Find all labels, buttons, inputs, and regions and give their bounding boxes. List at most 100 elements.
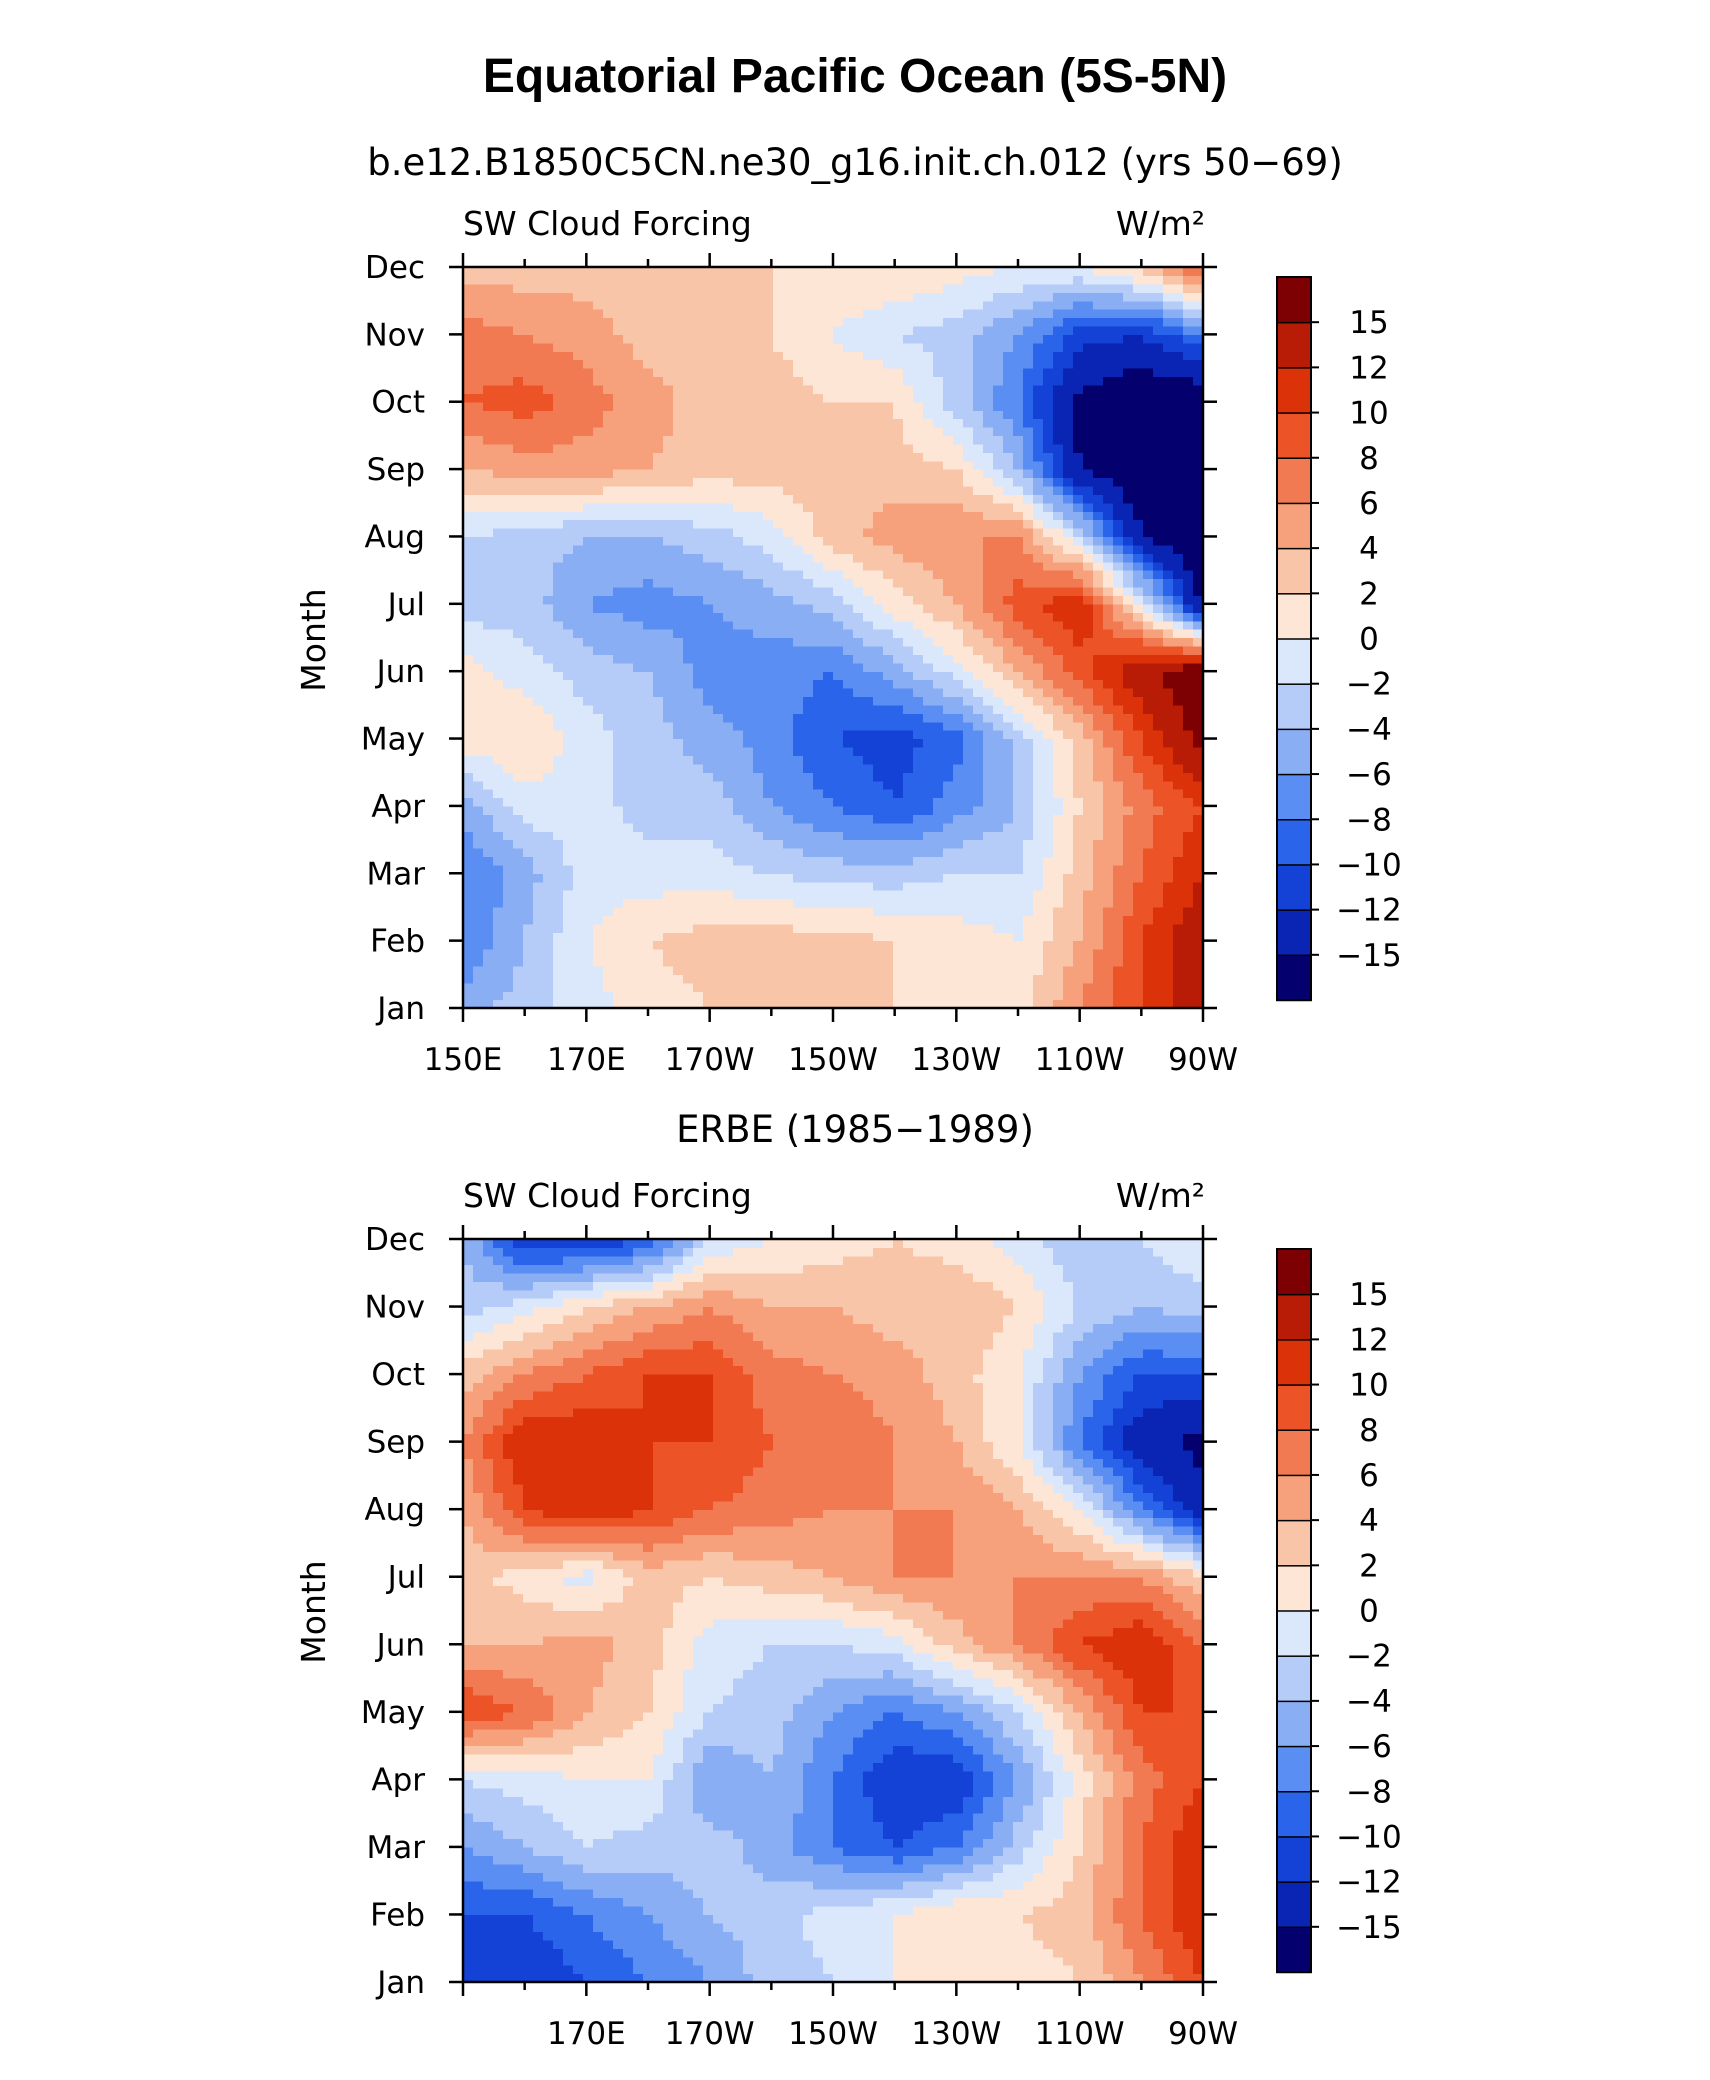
contour-cell: [1043, 974, 1054, 984]
contour-cell: [843, 452, 854, 462]
contour-cell: [713, 805, 724, 815]
contour-cell: [773, 452, 784, 462]
contour-cell: [833, 603, 844, 613]
contour-cell: [873, 696, 884, 706]
contour-cell: [483, 780, 494, 790]
contour-cell: [913, 898, 924, 908]
contour-cell: [973, 620, 984, 630]
contour-cell: [1173, 704, 1184, 714]
contour-cell: [903, 578, 914, 588]
contour-cell: [823, 957, 834, 967]
contour-cell: [1093, 662, 1104, 672]
contour-cell: [503, 763, 514, 773]
contour-cell: [1063, 949, 1074, 959]
contour-cell: [553, 923, 564, 933]
contour-cell: [603, 696, 614, 706]
contour-cell: [1053, 991, 1064, 1001]
contour-cell: [1013, 814, 1024, 824]
contour-cell: [1143, 620, 1154, 630]
contour-cell: [883, 679, 894, 689]
contour-cell: [943, 730, 954, 740]
contour-cell: [603, 511, 614, 521]
contour-cell: [903, 755, 914, 765]
contour-cell: [1013, 561, 1024, 571]
contour-cell: [693, 696, 704, 706]
contour-cell: [643, 864, 654, 874]
contour-cell: [573, 544, 584, 554]
contour-cell: [1013, 730, 1024, 740]
contour-cell: [713, 435, 724, 445]
contour-cell: [673, 679, 684, 689]
contour-cell: [693, 713, 704, 723]
contour-cell: [873, 848, 884, 858]
contour-cell: [563, 923, 574, 933]
contour-cell: [1103, 957, 1114, 967]
contour-cell: [1083, 915, 1094, 925]
contour-cell: [1003, 671, 1014, 681]
contour-cell: [823, 586, 834, 596]
contour-cell: [593, 982, 604, 992]
contour-cell: [803, 612, 814, 622]
contour-cell: [573, 570, 584, 580]
contour-cell: [1083, 469, 1094, 479]
contour-cell: [1123, 915, 1134, 925]
contour-cell: [1003, 561, 1014, 571]
contour-cell: [503, 932, 514, 942]
contour-cell: [733, 932, 744, 942]
contour-cell: [543, 890, 554, 900]
contour-cell: [1073, 637, 1084, 647]
contour-cell: [1113, 578, 1124, 588]
contour-cell: [803, 536, 814, 546]
contour-cell: [753, 839, 764, 849]
contour-cell: [783, 881, 794, 891]
contour-cell: [503, 906, 514, 916]
contour-cell: [1073, 738, 1084, 748]
contour-cell: [993, 561, 1004, 571]
contour-cell: [743, 603, 754, 613]
contour-cell: [1053, 848, 1064, 858]
contour-cell: [653, 662, 664, 672]
contour-cell: [833, 932, 844, 942]
contour-cell: [813, 469, 824, 479]
contour-cell: [723, 730, 734, 740]
contour-cell: [493, 822, 504, 832]
contour-cell: [633, 645, 644, 655]
contour-cell: [823, 915, 834, 925]
contour-cell: [1183, 561, 1194, 571]
contour-cell: [963, 477, 974, 487]
contour-cell: [703, 502, 714, 512]
contour-cell: [1113, 629, 1124, 639]
contour-cell: [943, 890, 954, 900]
contour-cell: [593, 957, 604, 967]
contour-cell: [713, 999, 724, 1009]
contour-cell: [813, 965, 824, 975]
contour-cell: [1173, 469, 1184, 479]
contour-cell: [793, 873, 804, 883]
contour-cell: [873, 688, 884, 698]
contour-cell: [953, 645, 964, 655]
contour-cell: [483, 822, 494, 832]
contour-cell: [623, 519, 634, 529]
contour-cell: [1153, 814, 1164, 824]
contour-cell: [1053, 595, 1064, 605]
contour-cell: [693, 763, 704, 773]
contour-cell: [963, 620, 974, 630]
contour-cell: [943, 704, 954, 714]
contour-cell: [943, 991, 954, 1001]
contour-cell: [623, 570, 634, 580]
contour-cell: [653, 511, 664, 521]
contour-cell: [723, 864, 734, 874]
contour-cell: [633, 738, 644, 748]
contour-cell: [763, 730, 774, 740]
contour-cell: [593, 595, 604, 605]
contour-cell: [883, 561, 894, 571]
contour-cell: [1123, 940, 1134, 950]
contour-cell: [673, 452, 684, 462]
contour-cell: [553, 662, 564, 672]
contour-cell: [913, 553, 924, 563]
contour-cell: [993, 586, 1004, 596]
contour-cell: [913, 906, 924, 916]
contour-cell: [533, 494, 544, 504]
contour-cell: [1023, 839, 1034, 849]
contour-cell: [843, 704, 854, 714]
